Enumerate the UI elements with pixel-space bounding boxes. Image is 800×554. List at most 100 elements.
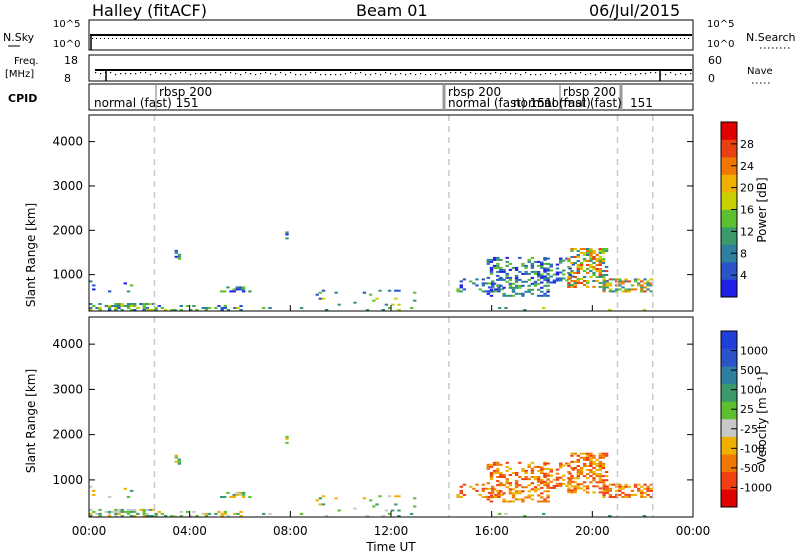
heatmap-cell [217, 510, 221, 513]
heatmap-cell [362, 497, 367, 500]
heatmap-cell [576, 268, 580, 270]
heatmap-cell [145, 512, 149, 515]
heatmap-cell [489, 472, 494, 474]
heatmap-cell [285, 437, 289, 440]
heatmap-cell [98, 303, 102, 305]
heatmap-cell [142, 512, 146, 515]
noise-tick-right-top: 10^5 [707, 19, 734, 30]
heatmap-cell [567, 491, 571, 494]
heatmap-cell [154, 515, 158, 517]
nave-dot [505, 72, 507, 74]
heatmap-cell [511, 294, 516, 297]
heatmap-cell [630, 493, 635, 496]
nave-dot [530, 74, 532, 76]
noise-dot [204, 38, 205, 39]
colorbar-swatch [721, 139, 737, 158]
noise-dot [296, 38, 297, 39]
heatmap-cell [533, 478, 538, 481]
colorbar-swatch [721, 192, 737, 210]
heatmap-cell [586, 282, 590, 284]
heatmap-cell [518, 256, 522, 259]
heatmap-cell [505, 482, 509, 485]
heatmap-cell [633, 493, 638, 496]
heatmap-cell [487, 487, 492, 490]
heatmap-cell [511, 472, 516, 474]
noise-dot [136, 38, 137, 39]
heatmap-cell [537, 282, 541, 285]
heatmap-cell [151, 515, 156, 517]
heatmap-cell [372, 299, 376, 302]
heatmap-cell [605, 487, 609, 490]
heatmap-cell [598, 452, 602, 455]
nave-dot [185, 72, 187, 74]
heatmap-cell [592, 473, 596, 476]
heatmap-cell [586, 485, 590, 488]
heatmap-cell [562, 259, 566, 262]
heatmap-cell [154, 307, 158, 309]
heatmap-cell [555, 468, 560, 471]
heatmap-cell [497, 288, 501, 291]
heatmap-cell [598, 456, 602, 459]
heatmap-cell [598, 460, 602, 463]
heatmap-cell [618, 282, 622, 285]
heatmap-cell [524, 280, 528, 283]
nave-dot [210, 72, 212, 74]
heatmap-cell [530, 469, 535, 472]
heatmap-cell [589, 454, 593, 457]
heatmap-cell [394, 297, 398, 300]
heatmap-cell [586, 248, 590, 250]
nave-dot [135, 73, 137, 75]
heatmap-cell [576, 483, 580, 486]
heatmap-cell [611, 278, 616, 281]
heatmap-cell [546, 472, 550, 475]
heatmap-cell [595, 458, 599, 461]
noise-dot [124, 38, 125, 39]
heatmap-cell [601, 452, 606, 455]
heatmap-cell [285, 233, 289, 236]
nave-dot [630, 73, 632, 75]
heatmap-cell [530, 266, 535, 269]
heatmap-cell [540, 486, 544, 489]
heatmap-cell [195, 515, 199, 517]
noise-dot [532, 38, 533, 39]
heatmap-cell [494, 290, 498, 293]
heatmap-cell [592, 479, 596, 482]
y-tick-label: 3000 [52, 179, 83, 193]
heatmap-cell [549, 486, 553, 489]
noise-dot [232, 38, 233, 39]
noise-dot [576, 38, 577, 39]
noise-dot [460, 38, 461, 39]
noise-dot [428, 38, 429, 39]
heatmap-cell [552, 486, 557, 489]
heatmap-cell [484, 290, 489, 293]
heatmap-cell [576, 471, 580, 474]
heatmap-cell [238, 491, 243, 494]
noise-dot [384, 38, 385, 39]
nave-tick-bottom: 0 [708, 72, 715, 85]
heatmap-cell [633, 288, 638, 291]
nave-dot [375, 73, 377, 75]
heatmap-cell [546, 267, 550, 270]
nave-dot [590, 73, 592, 75]
heatmap-cell [582, 254, 587, 256]
colorbar-swatch [721, 348, 737, 367]
noise-dot [508, 38, 509, 39]
heatmap-cell [595, 481, 599, 484]
beam-title: Beam 01 [356, 1, 428, 20]
heatmap-cell [598, 465, 602, 467]
heatmap-cell [576, 487, 580, 490]
heatmap-cell [562, 269, 566, 272]
heatmap-cell [527, 278, 531, 281]
heatmap-cell [387, 495, 392, 498]
heatmap-cell [573, 485, 577, 488]
noise-dot [132, 38, 133, 39]
heatmap-cell [640, 493, 644, 496]
nave-dot [595, 74, 597, 76]
heatmap-cell [502, 268, 506, 271]
heatmap-cell [235, 288, 239, 291]
heatmap-cell [601, 262, 606, 264]
heatmap-cell [486, 465, 490, 468]
heatmap-cell [573, 280, 577, 282]
heatmap-cell [537, 260, 541, 263]
heatmap-cell [643, 290, 647, 293]
